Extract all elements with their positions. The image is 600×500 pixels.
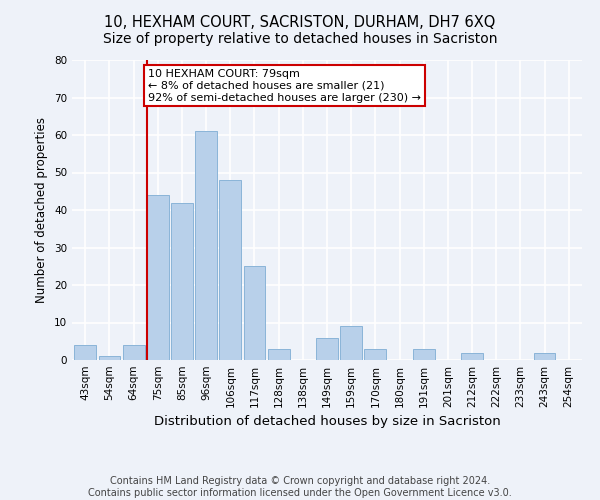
Bar xyxy=(171,202,193,360)
Text: Contains HM Land Registry data © Crown copyright and database right 2024.
Contai: Contains HM Land Registry data © Crown c… xyxy=(88,476,512,498)
Bar xyxy=(147,195,169,360)
Text: 10 HEXHAM COURT: 79sqm
← 8% of detached houses are smaller (21)
92% of semi-deta: 10 HEXHAM COURT: 79sqm ← 8% of detached … xyxy=(148,70,421,102)
Bar xyxy=(244,266,265,360)
Text: Size of property relative to detached houses in Sacriston: Size of property relative to detached ho… xyxy=(103,32,497,46)
Bar xyxy=(98,356,121,360)
Bar xyxy=(195,131,217,360)
Bar xyxy=(533,352,556,360)
X-axis label: Distribution of detached houses by size in Sacriston: Distribution of detached houses by size … xyxy=(154,416,500,428)
Bar xyxy=(413,349,434,360)
Bar xyxy=(123,345,145,360)
Bar xyxy=(74,345,96,360)
Bar xyxy=(268,349,290,360)
Text: 10, HEXHAM COURT, SACRISTON, DURHAM, DH7 6XQ: 10, HEXHAM COURT, SACRISTON, DURHAM, DH7… xyxy=(104,15,496,30)
Bar xyxy=(220,180,241,360)
Bar xyxy=(316,338,338,360)
Bar xyxy=(461,352,483,360)
Y-axis label: Number of detached properties: Number of detached properties xyxy=(35,117,49,303)
Bar xyxy=(364,349,386,360)
Bar xyxy=(340,326,362,360)
